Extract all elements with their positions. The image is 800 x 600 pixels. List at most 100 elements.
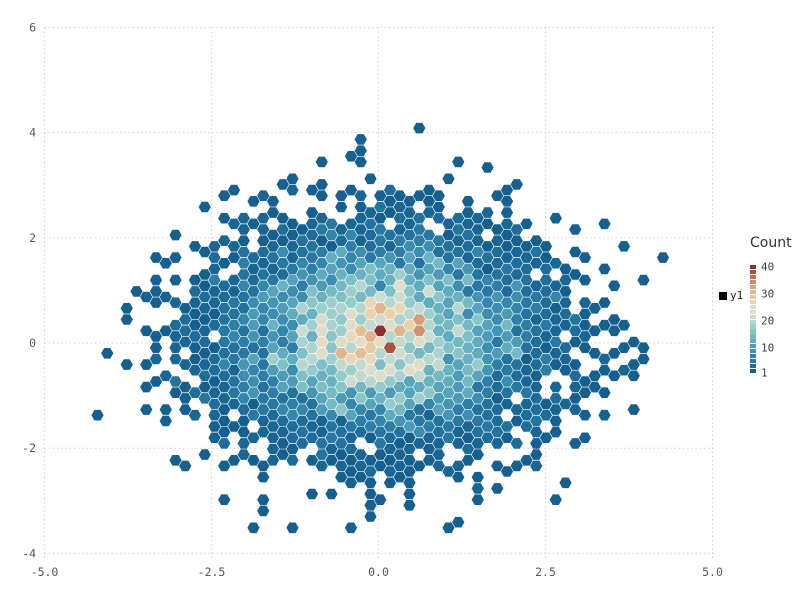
hex-cell xyxy=(257,494,270,505)
hex-cell xyxy=(325,364,338,376)
hex-cell xyxy=(598,218,611,230)
hex-cell xyxy=(539,319,553,331)
hex-cell xyxy=(432,381,445,393)
hex-cell xyxy=(510,224,523,235)
hex-cell xyxy=(413,224,426,235)
hex-cell xyxy=(354,314,367,325)
hex-cell xyxy=(266,207,280,218)
hex-cell xyxy=(247,387,260,398)
hex-cell xyxy=(227,241,241,252)
hex-cell xyxy=(520,218,533,230)
hex-cell xyxy=(452,269,465,280)
hex-cell xyxy=(559,274,572,286)
hex-cell xyxy=(569,370,582,382)
hex-cell xyxy=(364,297,377,308)
hex-cell xyxy=(237,303,250,314)
hex-cell xyxy=(559,308,572,320)
hex-cell xyxy=(471,224,484,235)
hex-cell xyxy=(257,291,270,303)
hex-cell xyxy=(344,409,358,421)
hex-cell xyxy=(471,336,484,348)
hex-cell xyxy=(491,280,504,292)
hex-cell xyxy=(257,190,270,201)
hex-cell xyxy=(432,246,445,258)
hex-cell xyxy=(432,235,445,246)
hex-cell xyxy=(520,308,533,320)
hex-cell xyxy=(422,196,436,207)
hex-cell xyxy=(471,235,484,246)
hex-cell xyxy=(471,303,484,314)
hex-cell xyxy=(432,258,445,269)
hex-cell xyxy=(198,246,211,258)
hex-cell xyxy=(266,274,280,286)
hex-cell xyxy=(266,443,280,455)
hex-cell xyxy=(335,426,348,438)
hex-cell xyxy=(218,303,231,314)
hex-cell xyxy=(442,387,455,398)
hex-cell xyxy=(227,274,241,286)
colorbar-segment xyxy=(750,344,756,349)
hex-cell xyxy=(276,381,289,393)
colorbar-segment xyxy=(750,309,756,314)
hex-cell xyxy=(188,286,202,297)
hex-cell xyxy=(354,201,367,213)
hex-cell xyxy=(286,364,299,376)
hex-cell xyxy=(461,364,475,376)
hex-cell xyxy=(276,291,289,303)
hex-cell xyxy=(208,319,221,331)
hex-cell xyxy=(247,263,260,275)
hex-cell xyxy=(530,303,543,314)
hex-cell xyxy=(149,274,163,286)
hex-cell xyxy=(354,246,367,258)
hex-cell xyxy=(598,297,611,308)
series-marker-square xyxy=(719,291,727,300)
hex-cell xyxy=(286,398,299,410)
hex-cell xyxy=(286,432,299,443)
hex-cell xyxy=(520,286,533,297)
hex-cell xyxy=(218,212,231,224)
hex-cell xyxy=(266,342,280,353)
hex-cell xyxy=(257,269,270,280)
hex-cell xyxy=(374,449,387,460)
hex-cell xyxy=(364,241,377,252)
hex-cell xyxy=(383,353,397,365)
hex-cell xyxy=(325,409,338,421)
hex-cell xyxy=(491,381,504,393)
hex-cell xyxy=(500,196,514,207)
hex-cell xyxy=(354,258,367,269)
hex-cell xyxy=(257,325,270,337)
hex-cell xyxy=(218,190,231,201)
hex-cell xyxy=(325,488,338,500)
hex-cell xyxy=(530,336,543,348)
y-tick-label: 0 xyxy=(29,336,36,350)
hex-cell xyxy=(140,359,153,370)
hex-cell xyxy=(218,348,231,359)
hex-cell xyxy=(364,308,377,320)
y-tick-label: -4 xyxy=(22,546,36,560)
hex-cell xyxy=(218,494,231,505)
hex-cell xyxy=(218,314,231,325)
hex-cell xyxy=(335,190,348,201)
hex-cell xyxy=(286,297,299,308)
hex-cell xyxy=(481,207,494,218)
hex-cell xyxy=(266,286,280,297)
hex-cell xyxy=(393,404,406,415)
hex-cell xyxy=(364,409,377,421)
hex-cell xyxy=(549,359,562,370)
hex-cell xyxy=(452,212,465,224)
hex-cell xyxy=(520,421,533,432)
colorbar-segment xyxy=(750,289,756,294)
hex-cell xyxy=(422,184,436,196)
hex-cell xyxy=(452,291,465,303)
hex-cell xyxy=(266,263,280,275)
hex-cell xyxy=(325,432,338,443)
hex-cell xyxy=(315,370,328,382)
hex-cell xyxy=(335,246,348,258)
hex-cell xyxy=(461,241,475,252)
hex-cell xyxy=(578,387,592,398)
hex-cell xyxy=(471,325,484,337)
hex-cell xyxy=(442,229,455,241)
hex-cell xyxy=(257,314,270,325)
hex-cell xyxy=(364,500,377,511)
hex-cell xyxy=(608,370,621,382)
